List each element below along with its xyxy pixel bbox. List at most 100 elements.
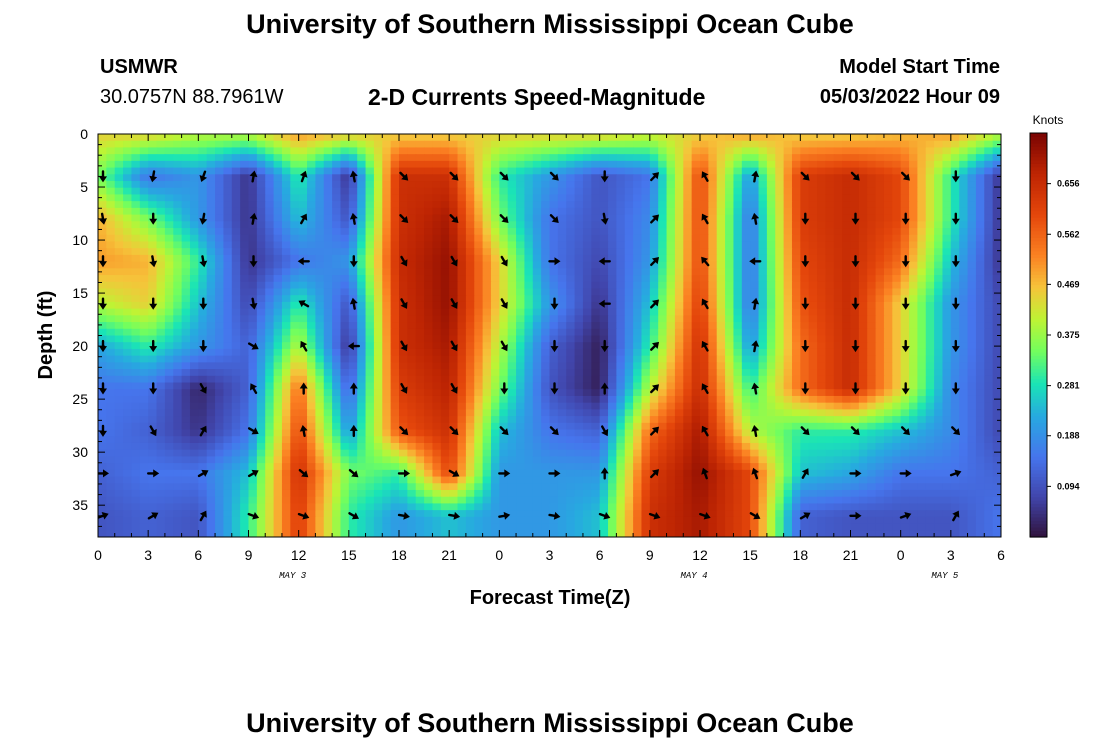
heatmap-cell [482, 335, 492, 343]
heatmap-cell [984, 342, 994, 350]
heatmap-cell [156, 154, 166, 162]
heatmap-cell [582, 348, 592, 357]
heatmap-cell [156, 254, 166, 263]
heatmap-cell [775, 295, 785, 303]
heatmap-cell [290, 322, 300, 330]
heatmap-cell [716, 288, 726, 296]
heatmap-cell [156, 134, 166, 142]
heatmap-cell [348, 409, 358, 417]
heatmap-cell [106, 322, 116, 330]
heatmap-cell [173, 207, 183, 216]
heatmap-cell [189, 281, 199, 290]
heatmap-cell [674, 275, 684, 283]
heatmap-cell [599, 436, 609, 444]
heatmap-cell [892, 275, 902, 283]
heatmap-cell [499, 362, 509, 370]
heatmap-cell [474, 369, 484, 377]
heatmap-cell [783, 382, 793, 390]
heatmap-cell [867, 187, 877, 196]
heatmap-cell [842, 207, 852, 216]
heatmap-cell [457, 201, 467, 209]
heatmap-cell [223, 254, 233, 263]
heatmap-cell [215, 275, 225, 283]
heatmap-cell [524, 369, 534, 377]
heatmap-cell [700, 160, 709, 169]
heatmap-cell [440, 342, 450, 350]
heatmap-cell [123, 214, 133, 222]
heatmap-cell [465, 187, 475, 196]
heatmap-cell [616, 301, 626, 310]
heatmap-cell [474, 268, 484, 276]
heatmap-cell [842, 234, 852, 243]
heatmap-cell [867, 422, 877, 431]
heatmap-cell [189, 382, 199, 390]
heatmap-cell [582, 194, 592, 202]
heatmap-cell [206, 174, 216, 182]
heatmap-cell [783, 248, 793, 256]
heatmap-cell [390, 201, 400, 209]
heatmap-cell [424, 395, 434, 404]
heatmap-cell [616, 322, 626, 330]
heatmap-cell [373, 342, 383, 350]
heatmap-cell [959, 301, 969, 310]
heatmap-cell [482, 147, 492, 155]
heatmap-cell [290, 342, 300, 350]
heatmap-cell [532, 429, 542, 437]
heatmap-cell [959, 261, 969, 269]
heatmap-cell [766, 301, 776, 310]
heatmap-cell [674, 228, 684, 236]
heatmap-cell [273, 389, 283, 397]
heatmap-cell [842, 268, 852, 276]
heatmap-cell [574, 187, 584, 196]
heatmap-cell [708, 254, 718, 263]
heatmap-cell [733, 362, 743, 370]
heatmap-cell [273, 301, 283, 310]
heatmap-cell [474, 315, 484, 323]
heatmap-cell [189, 134, 199, 142]
heatmap-cell [608, 301, 617, 310]
heatmap-cell [181, 234, 191, 243]
heatmap-cell [741, 369, 751, 377]
heatmap-cell [215, 167, 225, 175]
heatmap-cell [424, 281, 434, 290]
heatmap-cell [842, 429, 852, 437]
heatmap-cell [883, 167, 893, 175]
heatmap-cell [867, 134, 877, 142]
heatmap-cell [716, 369, 726, 377]
heatmap-cell [825, 214, 835, 222]
heatmap-cell [967, 402, 977, 410]
heatmap-cell [256, 375, 266, 384]
heatmap-cell [750, 187, 760, 196]
heatmap-cell [482, 268, 492, 276]
heatmap-cell [775, 228, 785, 236]
heatmap-cell [541, 409, 551, 417]
heatmap-cell [449, 375, 459, 384]
heatmap-cell [541, 207, 551, 216]
heatmap-cell [967, 301, 977, 310]
heatmap-cell [942, 275, 952, 283]
heatmap-cell [791, 181, 801, 189]
heatmap-cell [256, 342, 266, 350]
heatmap-cell [808, 281, 818, 290]
heatmap-cell [808, 355, 818, 363]
heatmap-cell [348, 194, 358, 202]
heatmap-cell [750, 409, 760, 417]
heatmap-cell [708, 389, 718, 397]
heatmap-cell [449, 268, 459, 276]
heatmap-cell [934, 140, 944, 149]
heatmap-cell [524, 288, 534, 296]
heatmap-cell [808, 295, 818, 303]
heatmap-cell [666, 241, 676, 249]
heatmap-cell [909, 140, 918, 149]
heatmap-cell [641, 295, 651, 303]
heatmap-cell [382, 295, 392, 303]
heatmap-cell [875, 389, 885, 397]
heatmap-cell [800, 234, 810, 243]
heatmap-cell [106, 342, 116, 350]
heatmap-cell [482, 362, 492, 370]
heatmap-cell [959, 281, 969, 290]
heatmap-cell [959, 194, 969, 202]
heatmap-cell [532, 281, 542, 290]
heatmap-cell [574, 214, 584, 222]
heatmap-cell [424, 154, 434, 162]
